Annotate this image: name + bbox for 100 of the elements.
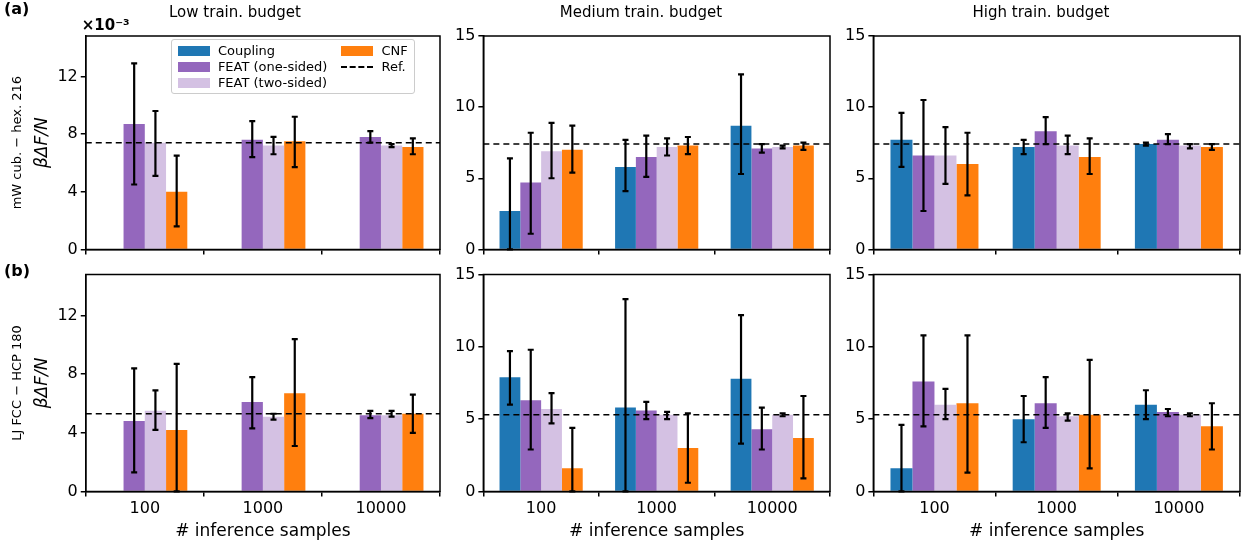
bar bbox=[402, 147, 424, 249]
y-tick-label: 15 bbox=[845, 263, 866, 283]
legend-label: Ref. bbox=[381, 59, 406, 74]
bar bbox=[541, 151, 562, 249]
bar bbox=[166, 191, 188, 249]
bar bbox=[561, 149, 583, 249]
bar bbox=[520, 400, 542, 491]
bar bbox=[1012, 146, 1035, 249]
bar bbox=[1034, 131, 1057, 249]
y-tick-label: 0 bbox=[465, 480, 476, 500]
x-tick-label: 1000 bbox=[242, 498, 284, 518]
bar bbox=[677, 448, 699, 491]
x-axis-title: # inference samples bbox=[175, 520, 351, 541]
bar bbox=[890, 139, 913, 249]
text: (b) bbox=[4, 261, 31, 281]
chart-title: Low train. budget bbox=[169, 2, 302, 21]
y-tick-label: 15 bbox=[845, 25, 866, 45]
y-tick-label: 5 bbox=[465, 408, 476, 428]
x-tick-label: 100 bbox=[919, 498, 950, 518]
bar bbox=[934, 155, 957, 249]
bar bbox=[144, 410, 167, 491]
y-tick-label: 4 bbox=[67, 421, 78, 441]
x-tick-label: 100 bbox=[129, 498, 161, 518]
bar bbox=[1056, 416, 1079, 491]
bar bbox=[1012, 419, 1035, 491]
bar bbox=[934, 404, 957, 491]
bar bbox=[262, 416, 285, 491]
bar bbox=[1078, 414, 1101, 491]
bar bbox=[751, 429, 773, 491]
y-tick-label: 12 bbox=[57, 65, 78, 85]
x-tick-label: 10000 bbox=[1153, 498, 1205, 518]
bar bbox=[1156, 411, 1179, 491]
y-tick-label: 5 bbox=[855, 167, 866, 187]
text: (a) bbox=[4, 0, 30, 19]
bar bbox=[1134, 144, 1157, 249]
y-tick-label: 15 bbox=[455, 25, 476, 45]
y-tick-label: 0 bbox=[67, 480, 78, 500]
bar bbox=[380, 415, 403, 491]
bar bbox=[359, 136, 381, 249]
y-tick-label: 5 bbox=[855, 408, 866, 428]
bar bbox=[912, 381, 935, 491]
bar bbox=[772, 414, 794, 491]
x-axis-title: # inference samples bbox=[569, 520, 745, 541]
text: ×10⁻³ bbox=[81, 16, 130, 35]
bar bbox=[656, 146, 678, 249]
legend-label: FEAT (one-sided) bbox=[217, 59, 328, 74]
y-axis-title: βΔF/N bbox=[30, 357, 51, 410]
bar bbox=[123, 123, 145, 249]
bar bbox=[284, 393, 306, 491]
text: mW cub. − hex. 216 bbox=[9, 76, 25, 210]
bar bbox=[677, 145, 699, 249]
bar bbox=[541, 409, 562, 491]
bar bbox=[241, 402, 263, 491]
y-tick-label: 0 bbox=[855, 238, 866, 258]
bar bbox=[284, 141, 306, 249]
x-tick-label: 1000 bbox=[1036, 498, 1078, 518]
text: LJ FCC − HCP 180 bbox=[9, 325, 25, 441]
bar bbox=[1200, 426, 1223, 491]
bar bbox=[635, 410, 657, 491]
legend-label: Coupling bbox=[217, 43, 276, 58]
legend-label: FEAT (two-sided) bbox=[217, 75, 328, 90]
y-tick-label: 12 bbox=[57, 304, 78, 324]
y-tick-label: 10 bbox=[845, 336, 866, 356]
x-tick-label: 1000 bbox=[636, 498, 678, 518]
bar bbox=[1178, 145, 1201, 249]
bar bbox=[402, 413, 424, 491]
bar bbox=[241, 139, 263, 249]
bar bbox=[144, 142, 167, 249]
bar bbox=[615, 166, 636, 249]
y-tick-label: 0 bbox=[67, 238, 78, 258]
bar bbox=[262, 145, 285, 249]
x-tick-label: 10000 bbox=[355, 498, 407, 518]
x-axis-title: # inference samples bbox=[969, 520, 1145, 541]
bar bbox=[123, 421, 145, 491]
chart-title: Medium train. budget bbox=[559, 2, 723, 21]
bar bbox=[499, 377, 521, 491]
y-tick-label: 10 bbox=[455, 336, 476, 356]
bar bbox=[380, 145, 403, 249]
bar bbox=[730, 125, 752, 249]
y-tick-label: 5 bbox=[465, 167, 476, 187]
y-axis-title: βΔF/N bbox=[30, 117, 51, 170]
x-tick-label: 100 bbox=[525, 498, 557, 518]
bar bbox=[1134, 404, 1157, 491]
y-tick-label: 10 bbox=[455, 96, 476, 116]
y-tick-label: 0 bbox=[465, 238, 476, 258]
y-tick-label: 8 bbox=[67, 123, 78, 143]
bar bbox=[1078, 156, 1101, 249]
y-tick-label: 0 bbox=[855, 480, 866, 500]
y-tick-label: 4 bbox=[67, 180, 78, 200]
bar bbox=[656, 414, 678, 491]
bar bbox=[772, 146, 794, 249]
bar bbox=[520, 182, 542, 249]
bar bbox=[956, 164, 979, 249]
bar bbox=[751, 148, 773, 249]
legend-label: CNF bbox=[381, 43, 408, 58]
bar bbox=[1200, 146, 1223, 249]
x-tick-label: 10000 bbox=[746, 498, 798, 518]
y-tick-label: 15 bbox=[455, 263, 476, 283]
bar bbox=[1178, 414, 1201, 491]
bar bbox=[1034, 403, 1057, 491]
